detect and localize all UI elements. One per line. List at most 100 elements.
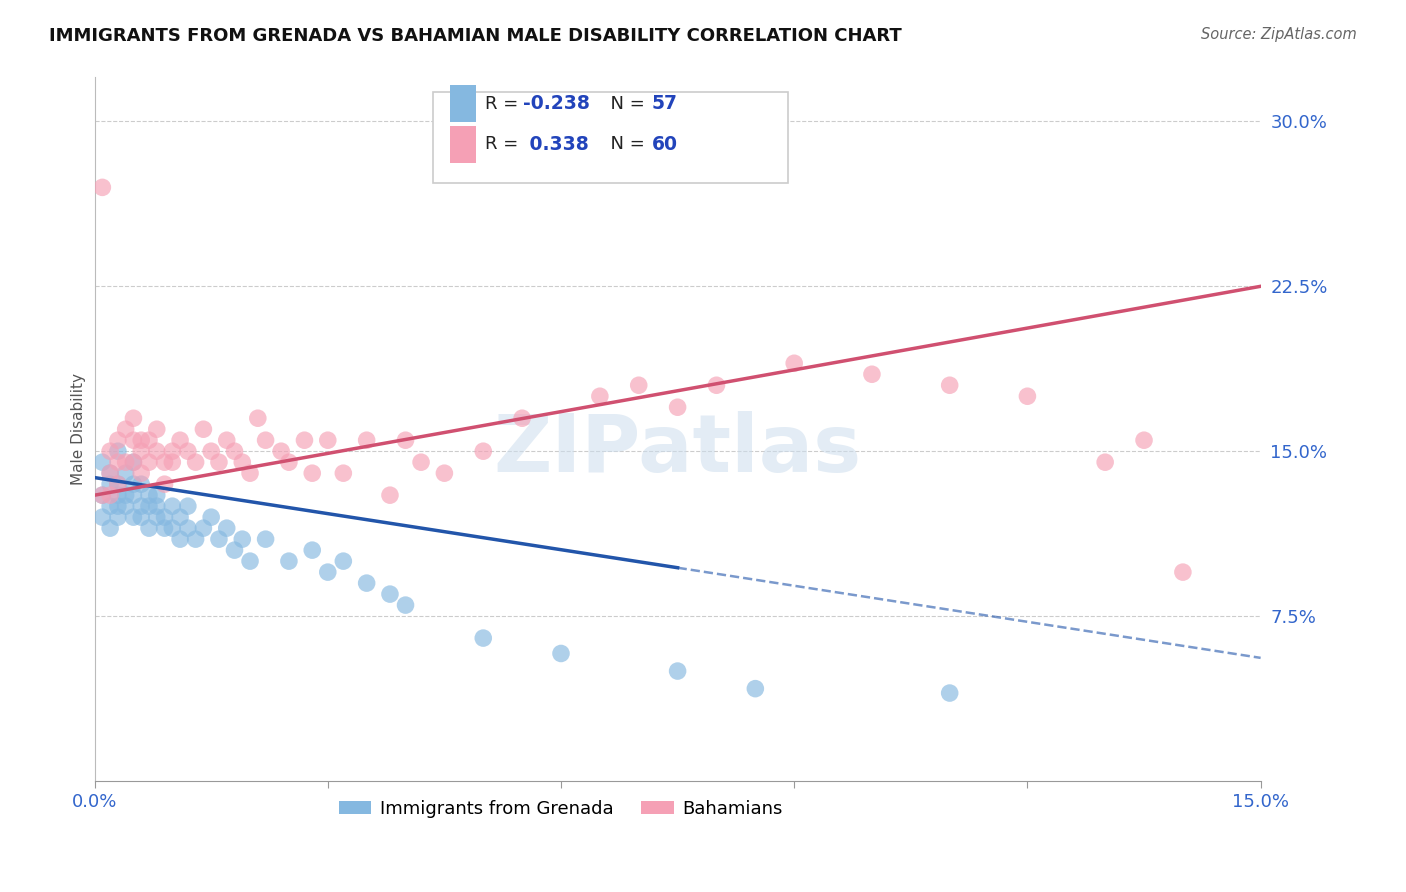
Point: [744, 681, 766, 696]
Point: [316, 565, 339, 579]
Point: [177, 499, 200, 513]
Point: [301, 466, 323, 480]
Point: [169, 434, 191, 448]
Point: [472, 631, 495, 645]
FancyBboxPatch shape: [433, 92, 789, 183]
Point: [98, 466, 121, 480]
Point: [316, 434, 339, 448]
Point: [107, 455, 129, 469]
Point: [301, 543, 323, 558]
Point: [510, 411, 533, 425]
Point: [122, 455, 145, 469]
Point: [1133, 434, 1156, 448]
Point: [254, 532, 277, 546]
Point: [138, 488, 160, 502]
Point: [91, 488, 114, 502]
Point: [145, 499, 167, 513]
Point: [332, 466, 354, 480]
Point: [200, 510, 222, 524]
Point: [394, 434, 416, 448]
Point: [184, 532, 207, 546]
Point: [208, 532, 231, 546]
Point: [107, 499, 129, 513]
Point: [706, 378, 728, 392]
Point: [114, 455, 136, 469]
Point: [433, 466, 456, 480]
Point: [231, 455, 253, 469]
Point: [145, 444, 167, 458]
Point: [138, 499, 160, 513]
Point: [122, 488, 145, 502]
Point: [98, 521, 121, 535]
Point: [589, 389, 612, 403]
Point: [177, 444, 200, 458]
Point: [394, 598, 416, 612]
Point: [239, 466, 262, 480]
Point: [239, 554, 262, 568]
Point: [356, 434, 378, 448]
Point: [129, 510, 152, 524]
Point: [215, 521, 238, 535]
Point: [98, 477, 121, 491]
Point: [254, 434, 277, 448]
Point: [145, 510, 167, 524]
Point: [129, 477, 152, 491]
Point: [208, 455, 231, 469]
Point: [666, 664, 689, 678]
Point: [224, 543, 246, 558]
Point: [153, 521, 176, 535]
Point: [129, 444, 152, 458]
Y-axis label: Male Disability: Male Disability: [72, 373, 86, 485]
Point: [153, 510, 176, 524]
Point: [91, 488, 114, 502]
Text: ZIPatlas: ZIPatlas: [494, 411, 862, 490]
Point: [107, 510, 129, 524]
Point: [277, 554, 299, 568]
Point: [627, 378, 650, 392]
Point: [294, 434, 316, 448]
Point: [169, 510, 191, 524]
Point: [378, 587, 401, 601]
Point: [224, 444, 246, 458]
Point: [938, 686, 960, 700]
Point: [122, 477, 145, 491]
Point: [91, 180, 114, 194]
Point: [666, 401, 689, 415]
FancyBboxPatch shape: [450, 86, 475, 122]
Text: -0.238: -0.238: [523, 95, 589, 113]
Point: [98, 499, 121, 513]
Point: [153, 477, 176, 491]
Point: [107, 488, 129, 502]
Point: [114, 466, 136, 480]
Point: [91, 455, 114, 469]
Point: [860, 368, 883, 382]
Point: [177, 521, 200, 535]
Point: [169, 532, 191, 546]
Point: [122, 411, 145, 425]
Point: [270, 444, 292, 458]
Point: [129, 466, 152, 480]
Point: [122, 510, 145, 524]
Point: [138, 434, 160, 448]
Point: [98, 466, 121, 480]
Point: [162, 444, 184, 458]
Point: [193, 521, 215, 535]
Point: [200, 444, 222, 458]
Point: [231, 532, 253, 546]
Point: [162, 499, 184, 513]
Point: [91, 510, 114, 524]
Point: [938, 378, 960, 392]
Text: R =: R =: [485, 95, 524, 112]
Point: [107, 434, 129, 448]
Point: [114, 422, 136, 436]
Point: [107, 444, 129, 458]
Point: [122, 434, 145, 448]
Legend: Immigrants from Grenada, Bahamians: Immigrants from Grenada, Bahamians: [332, 792, 790, 825]
Point: [472, 444, 495, 458]
Point: [98, 488, 121, 502]
Point: [114, 499, 136, 513]
Point: [129, 434, 152, 448]
Point: [550, 647, 572, 661]
Point: [277, 455, 299, 469]
Point: [129, 499, 152, 513]
